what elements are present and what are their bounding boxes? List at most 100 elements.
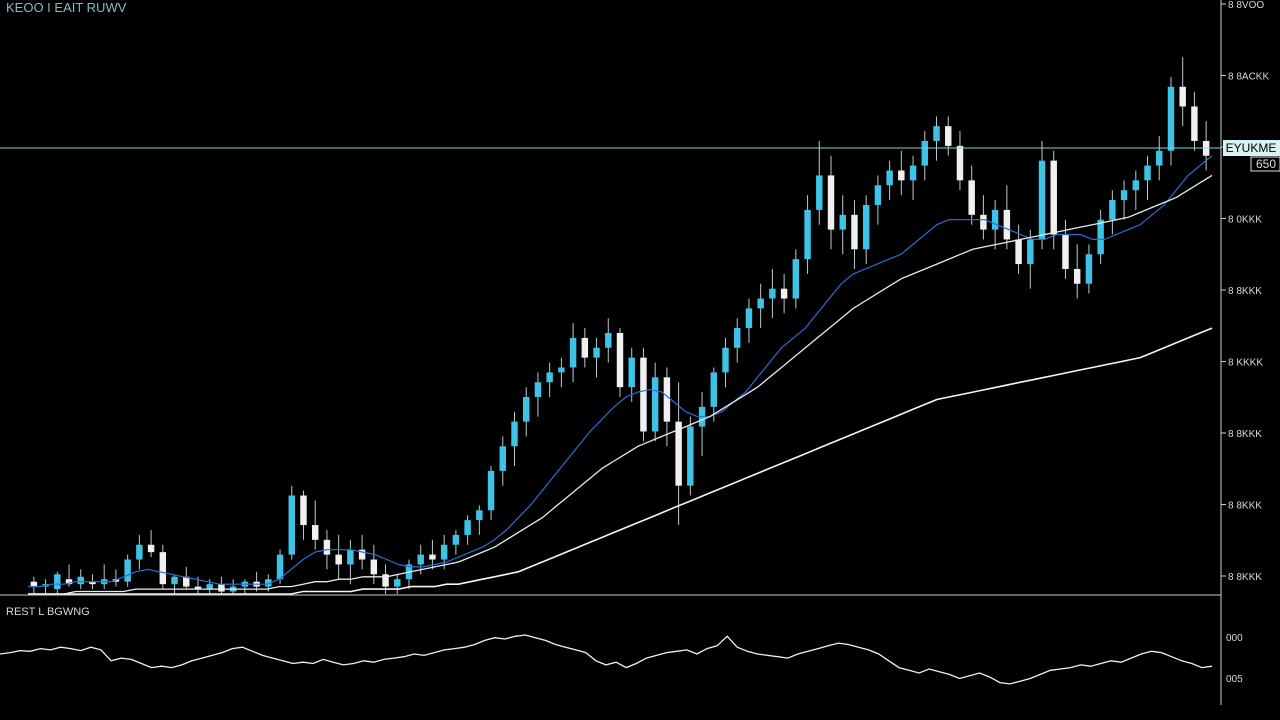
candle-body: [734, 328, 741, 348]
candle-body: [147, 544, 155, 553]
candle-body: [968, 180, 975, 215]
price-tick-label: 8 0KKK: [1228, 215, 1262, 226]
candle: [663, 367, 671, 447]
oscillator-label: REST L BGWNG: [6, 606, 90, 618]
candle-body: [1132, 180, 1140, 191]
candle-body: [522, 397, 530, 422]
candle-body: [886, 170, 893, 186]
candle-body: [769, 288, 776, 299]
candle-body: [194, 586, 202, 590]
chart-title: KEOO I EAIT RUWV: [6, 0, 127, 15]
candle-body: [745, 308, 753, 329]
candle-body: [452, 534, 460, 545]
candle-body: [651, 377, 659, 432]
candle: [394, 574, 401, 594]
candle: [1085, 244, 1093, 294]
candle-body: [1097, 219, 1104, 255]
candle: [476, 505, 483, 535]
price-tick-label: 8 8VOO: [1228, 0, 1264, 11]
candle: [159, 544, 167, 590]
candle: [651, 362, 659, 442]
candle-body: [476, 510, 483, 521]
candle: [464, 515, 471, 545]
ma-mid-line: [28, 174, 1213, 595]
candle-body: [780, 288, 788, 299]
candle: [1073, 244, 1081, 299]
candle: [640, 347, 647, 442]
candle-body: [816, 175, 823, 210]
candle-body: [687, 426, 694, 486]
candle-body: [827, 175, 835, 230]
candle-body: [276, 554, 284, 580]
candle-body: [640, 357, 647, 432]
candle-body: [909, 165, 917, 181]
candle-body: [593, 347, 600, 358]
candle-body: [218, 584, 225, 592]
candle-body: [1062, 234, 1069, 269]
oscillator-line: [0, 634, 1213, 685]
candle: [1003, 185, 1011, 250]
candle-body: [464, 520, 471, 535]
candle-body: [124, 559, 131, 582]
candle: [1167, 76, 1175, 166]
candle-body: [499, 446, 506, 471]
ma-fast-line: [28, 155, 1213, 588]
candle: [734, 318, 741, 363]
candle-body: [921, 140, 929, 166]
candle-body: [616, 333, 624, 388]
price-tick-label: 8 8KKK: [1228, 429, 1262, 440]
candle: [54, 571, 61, 594]
candle: [347, 539, 354, 585]
price-tick-label: 8 8KKK: [1228, 286, 1262, 297]
candle: [687, 416, 694, 496]
candle: [827, 155, 835, 250]
candle: [569, 323, 577, 383]
candle-body: [980, 214, 987, 230]
candle: [311, 500, 319, 550]
candle: [1120, 180, 1128, 220]
candle: [1191, 91, 1198, 151]
candle: [440, 534, 448, 570]
candle-body: [956, 145, 964, 181]
candle: [921, 131, 929, 181]
candle: [1038, 140, 1046, 250]
price-tick-label: 8 8ACKK: [1228, 72, 1269, 83]
candle-body: [1003, 209, 1011, 240]
candle-body: [323, 539, 331, 555]
candle: [956, 131, 964, 191]
candle-body: [757, 298, 764, 309]
candle-body: [65, 579, 73, 585]
candle-body: [1179, 86, 1186, 107]
price-tick-label: 8 8KKK: [1228, 572, 1262, 583]
candle: [499, 436, 506, 486]
candle-body: [1191, 106, 1198, 141]
candle-body: [1167, 86, 1175, 151]
candle: [1132, 170, 1140, 210]
candle-body: [933, 126, 940, 141]
candle: [769, 268, 776, 319]
candle: [933, 116, 940, 161]
candle-body: [335, 554, 342, 565]
candle: [757, 283, 764, 329]
candle-body: [874, 185, 882, 205]
candle-body: [581, 337, 589, 358]
current-price-value: 650: [1256, 157, 1276, 171]
candle: [792, 249, 800, 309]
candle-body: [675, 421, 682, 486]
candle-body: [1073, 268, 1081, 284]
candle-body: [54, 574, 61, 590]
candle-body: [1015, 239, 1022, 265]
candle: [628, 347, 635, 402]
candle-body: [898, 170, 905, 181]
candle: [722, 337, 729, 388]
candle: [605, 318, 612, 363]
candle-body: [546, 372, 553, 383]
candle: [288, 485, 295, 560]
candle: [452, 529, 460, 555]
candle-body: [440, 544, 448, 560]
candle: [839, 195, 846, 255]
candle-body: [159, 552, 167, 585]
candle-body: [511, 421, 518, 447]
candle-body: [429, 554, 436, 560]
